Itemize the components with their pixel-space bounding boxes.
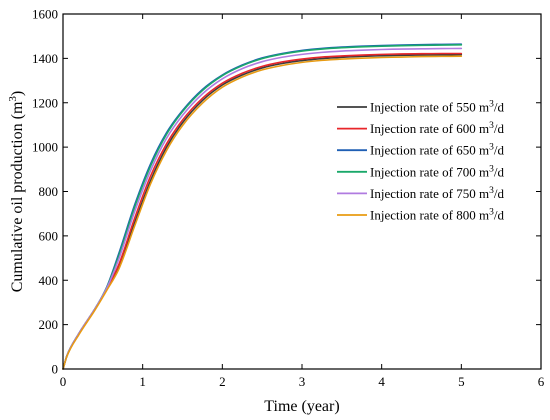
legend-item-6: Injection rate of 800 m3/d — [337, 208, 505, 223]
legend: Injection rate of 550 m3/d Injection rate… — [337, 100, 505, 223]
axes-layer: 0 1 2 3 4 5 6 0 200 400 600 800 1000 1200 1400 1600 Time… — [7, 7, 545, 416]
legend-item-5: Injection rate of 750 m3/d — [337, 186, 505, 201]
legend-label: Injection rate of 650 m3/d — [370, 143, 505, 158]
y-tick-label: 400 — [39, 273, 59, 288]
y-tick-label: 1600 — [32, 7, 58, 22]
y-tick-label: 800 — [39, 184, 59, 199]
y-tick-label: 0 — [52, 362, 59, 377]
x-tick-label: 2 — [219, 374, 226, 389]
series-line-5 — [62, 47, 463, 370]
x-tick-label: 3 — [299, 374, 306, 389]
legend-item-3: Injection rate of 650 m3/d — [337, 143, 505, 158]
x-tick-label: 5 — [458, 374, 465, 389]
legend-item-1: Injection rate of 550 m3/d — [337, 100, 505, 115]
legend-label: Injection rate of 750 m3/d — [370, 186, 505, 201]
y-tick-label: 1000 — [32, 140, 58, 155]
x-tick-label: 4 — [378, 374, 385, 389]
legend-label: Injection rate of 700 m3/d — [370, 164, 505, 179]
y-axis-title: Cumulative oil production (m3) — [7, 91, 26, 292]
series-line-6 — [62, 55, 463, 370]
x-tick-label: 6 — [538, 374, 545, 389]
y-tick-label: 200 — [39, 317, 59, 332]
legend-label: Injection rate of 800 m3/d — [370, 208, 505, 223]
x-tick-label: 1 — [139, 374, 146, 389]
x-tick-label: 0 — [60, 374, 67, 389]
y-tick-label: 600 — [39, 228, 59, 243]
series-layer — [62, 43, 463, 370]
x-axis-title: Time (year) — [264, 398, 339, 415]
y-tick-label: 1200 — [32, 95, 58, 110]
legend-item-2: Injection rate of 600 m3/d — [337, 121, 505, 136]
legend-label: Injection rate of 550 m3/d — [370, 100, 505, 115]
legend-item-4: Injection rate of 700 m3/d — [337, 164, 505, 179]
y-tick-label: 1400 — [32, 51, 58, 66]
legend-label: Injection rate of 600 m3/d — [370, 121, 505, 136]
